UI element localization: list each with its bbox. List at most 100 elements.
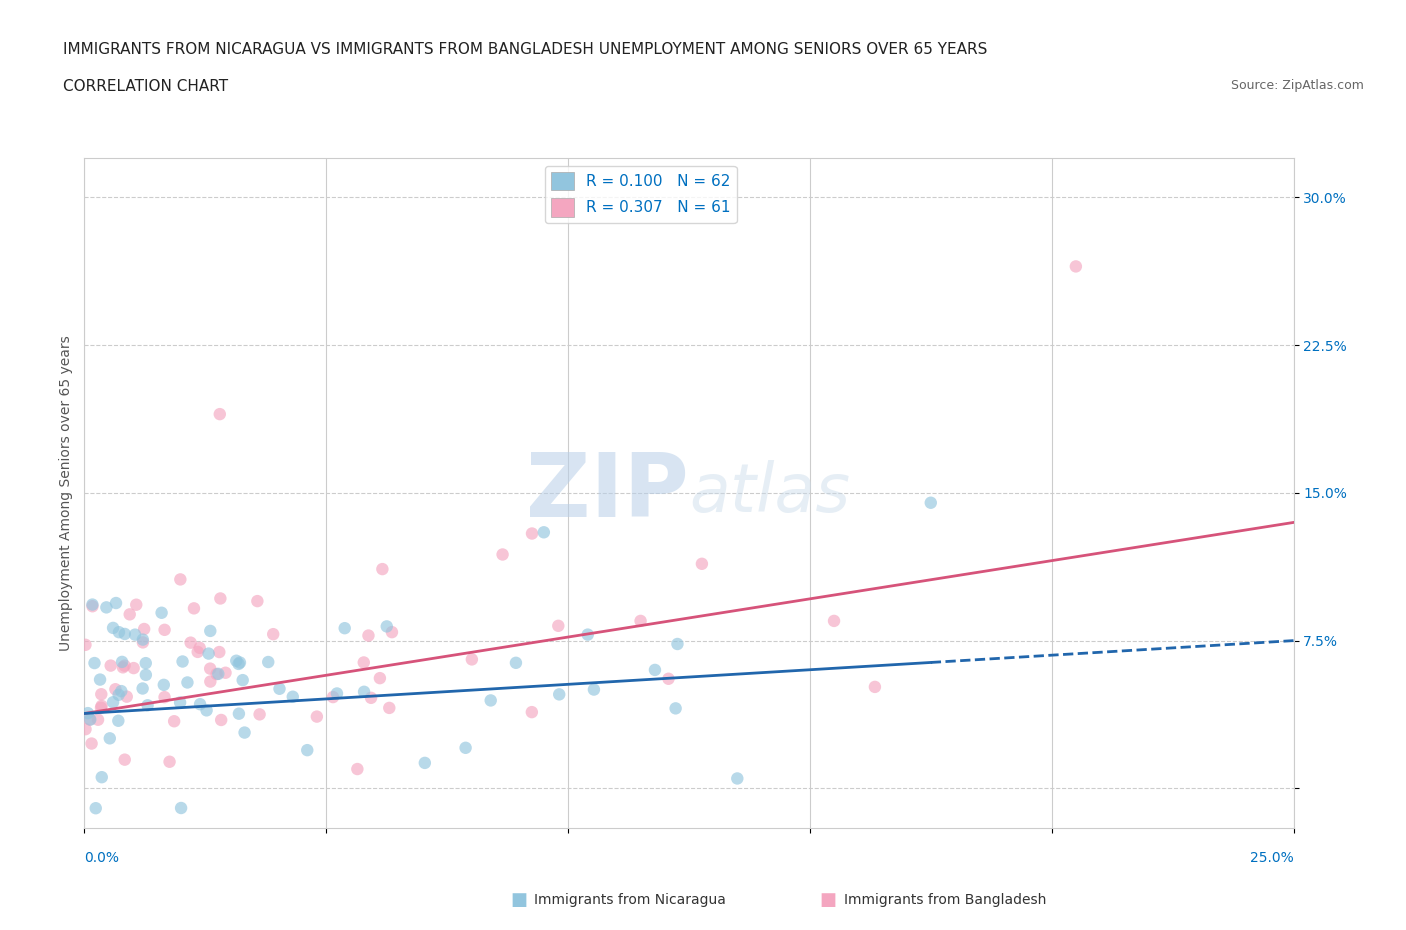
Point (153, 622, 176, 637)
Point (105, 595, 128, 610)
Text: ■: ■ (510, 891, 527, 910)
Point (82, 597, 104, 612)
Point (346, 762, 368, 777)
Point (198, 661, 221, 676)
Point (208, 406, 231, 421)
Point (461, 652, 484, 667)
Point (135, 656, 157, 671)
Text: IMMIGRANTS FROM NICARAGUA VS IMMIGRANTS FROM BANGLADESH UNEMPLOYMENT AMONG SENIO: IMMIGRANTS FROM NICARAGUA VS IMMIGRANTS … (63, 42, 987, 57)
Point (79, 712, 101, 727)
Point (110, 684, 132, 698)
Text: 0.0%: 0.0% (84, 851, 120, 865)
Point (582, 682, 605, 697)
Point (353, 684, 375, 699)
Point (170, 801, 193, 816)
Point (368, 671, 391, 685)
Text: 25.0%: 25.0% (1250, 851, 1294, 865)
Point (79, 712, 101, 727)
Point (107, 687, 129, 702)
Point (98, 731, 121, 746)
Point (104, 682, 127, 697)
Text: Source: ZipAtlas.com: Source: ZipAtlas.com (1230, 79, 1364, 92)
Point (163, 714, 186, 729)
Point (96, 600, 118, 615)
Y-axis label: Unemployment Among Seniors over 65 years: Unemployment Among Seniors over 65 years (59, 335, 73, 651)
Point (75, 722, 97, 737)
Point (228, 657, 250, 671)
Point (132, 635, 155, 650)
Point (232, 672, 254, 687)
Point (187, 644, 209, 659)
Point (547, 618, 569, 633)
Point (454, 740, 477, 755)
Point (176, 675, 198, 690)
Point (90, 686, 112, 701)
Point (183, 601, 205, 616)
Point (305, 710, 328, 724)
Point (262, 627, 284, 642)
Point (101, 620, 124, 635)
Text: ZIP: ZIP (526, 449, 689, 537)
Point (82, 599, 104, 614)
Point (101, 695, 124, 710)
Point (107, 713, 129, 728)
Point (89, 672, 111, 687)
Point (80, 737, 103, 751)
Point (228, 706, 250, 721)
Point (152, 677, 174, 692)
Point (125, 597, 148, 612)
Point (381, 625, 404, 640)
Point (75, 637, 97, 652)
Point (118, 607, 141, 622)
Point (169, 572, 191, 587)
Point (353, 655, 375, 670)
Point (90, 770, 112, 785)
Point (666, 636, 689, 651)
Point (378, 700, 401, 715)
Point (200, 674, 222, 689)
Point (172, 654, 194, 669)
Point (269, 682, 291, 697)
Point (360, 690, 382, 705)
Point (229, 655, 252, 670)
Point (725, 771, 748, 786)
Point (479, 693, 502, 708)
Point (375, 619, 398, 634)
Point (533, 525, 555, 539)
Point (124, 627, 146, 642)
Point (111, 655, 134, 670)
Point (214, 665, 236, 680)
Point (87, 712, 110, 727)
Point (122, 660, 145, 675)
Point (520, 705, 543, 720)
Point (322, 690, 344, 705)
Point (326, 686, 349, 701)
Point (77, 706, 100, 721)
Text: ■: ■ (820, 891, 837, 910)
Point (548, 687, 571, 702)
Text: Immigrants from Bangladesh: Immigrants from Bangladesh (844, 893, 1046, 908)
Text: CORRELATION CHART: CORRELATION CHART (63, 79, 228, 94)
Point (823, 614, 845, 629)
Point (153, 690, 176, 705)
Point (197, 646, 219, 661)
Text: Immigrants from Nicaragua: Immigrants from Nicaragua (534, 893, 725, 908)
Point (225, 653, 247, 668)
Point (200, 623, 222, 638)
Point (1064, 259, 1087, 273)
Point (131, 681, 153, 696)
Point (209, 712, 232, 727)
Point (357, 628, 380, 643)
Point (657, 671, 679, 686)
Point (281, 689, 304, 704)
Point (195, 703, 218, 718)
Point (665, 701, 688, 716)
Point (83, 656, 105, 671)
Point (188, 697, 211, 711)
Point (205, 667, 228, 682)
Point (209, 591, 232, 606)
Point (208, 644, 231, 659)
Point (233, 725, 256, 740)
Point (863, 680, 886, 695)
Point (520, 526, 543, 541)
